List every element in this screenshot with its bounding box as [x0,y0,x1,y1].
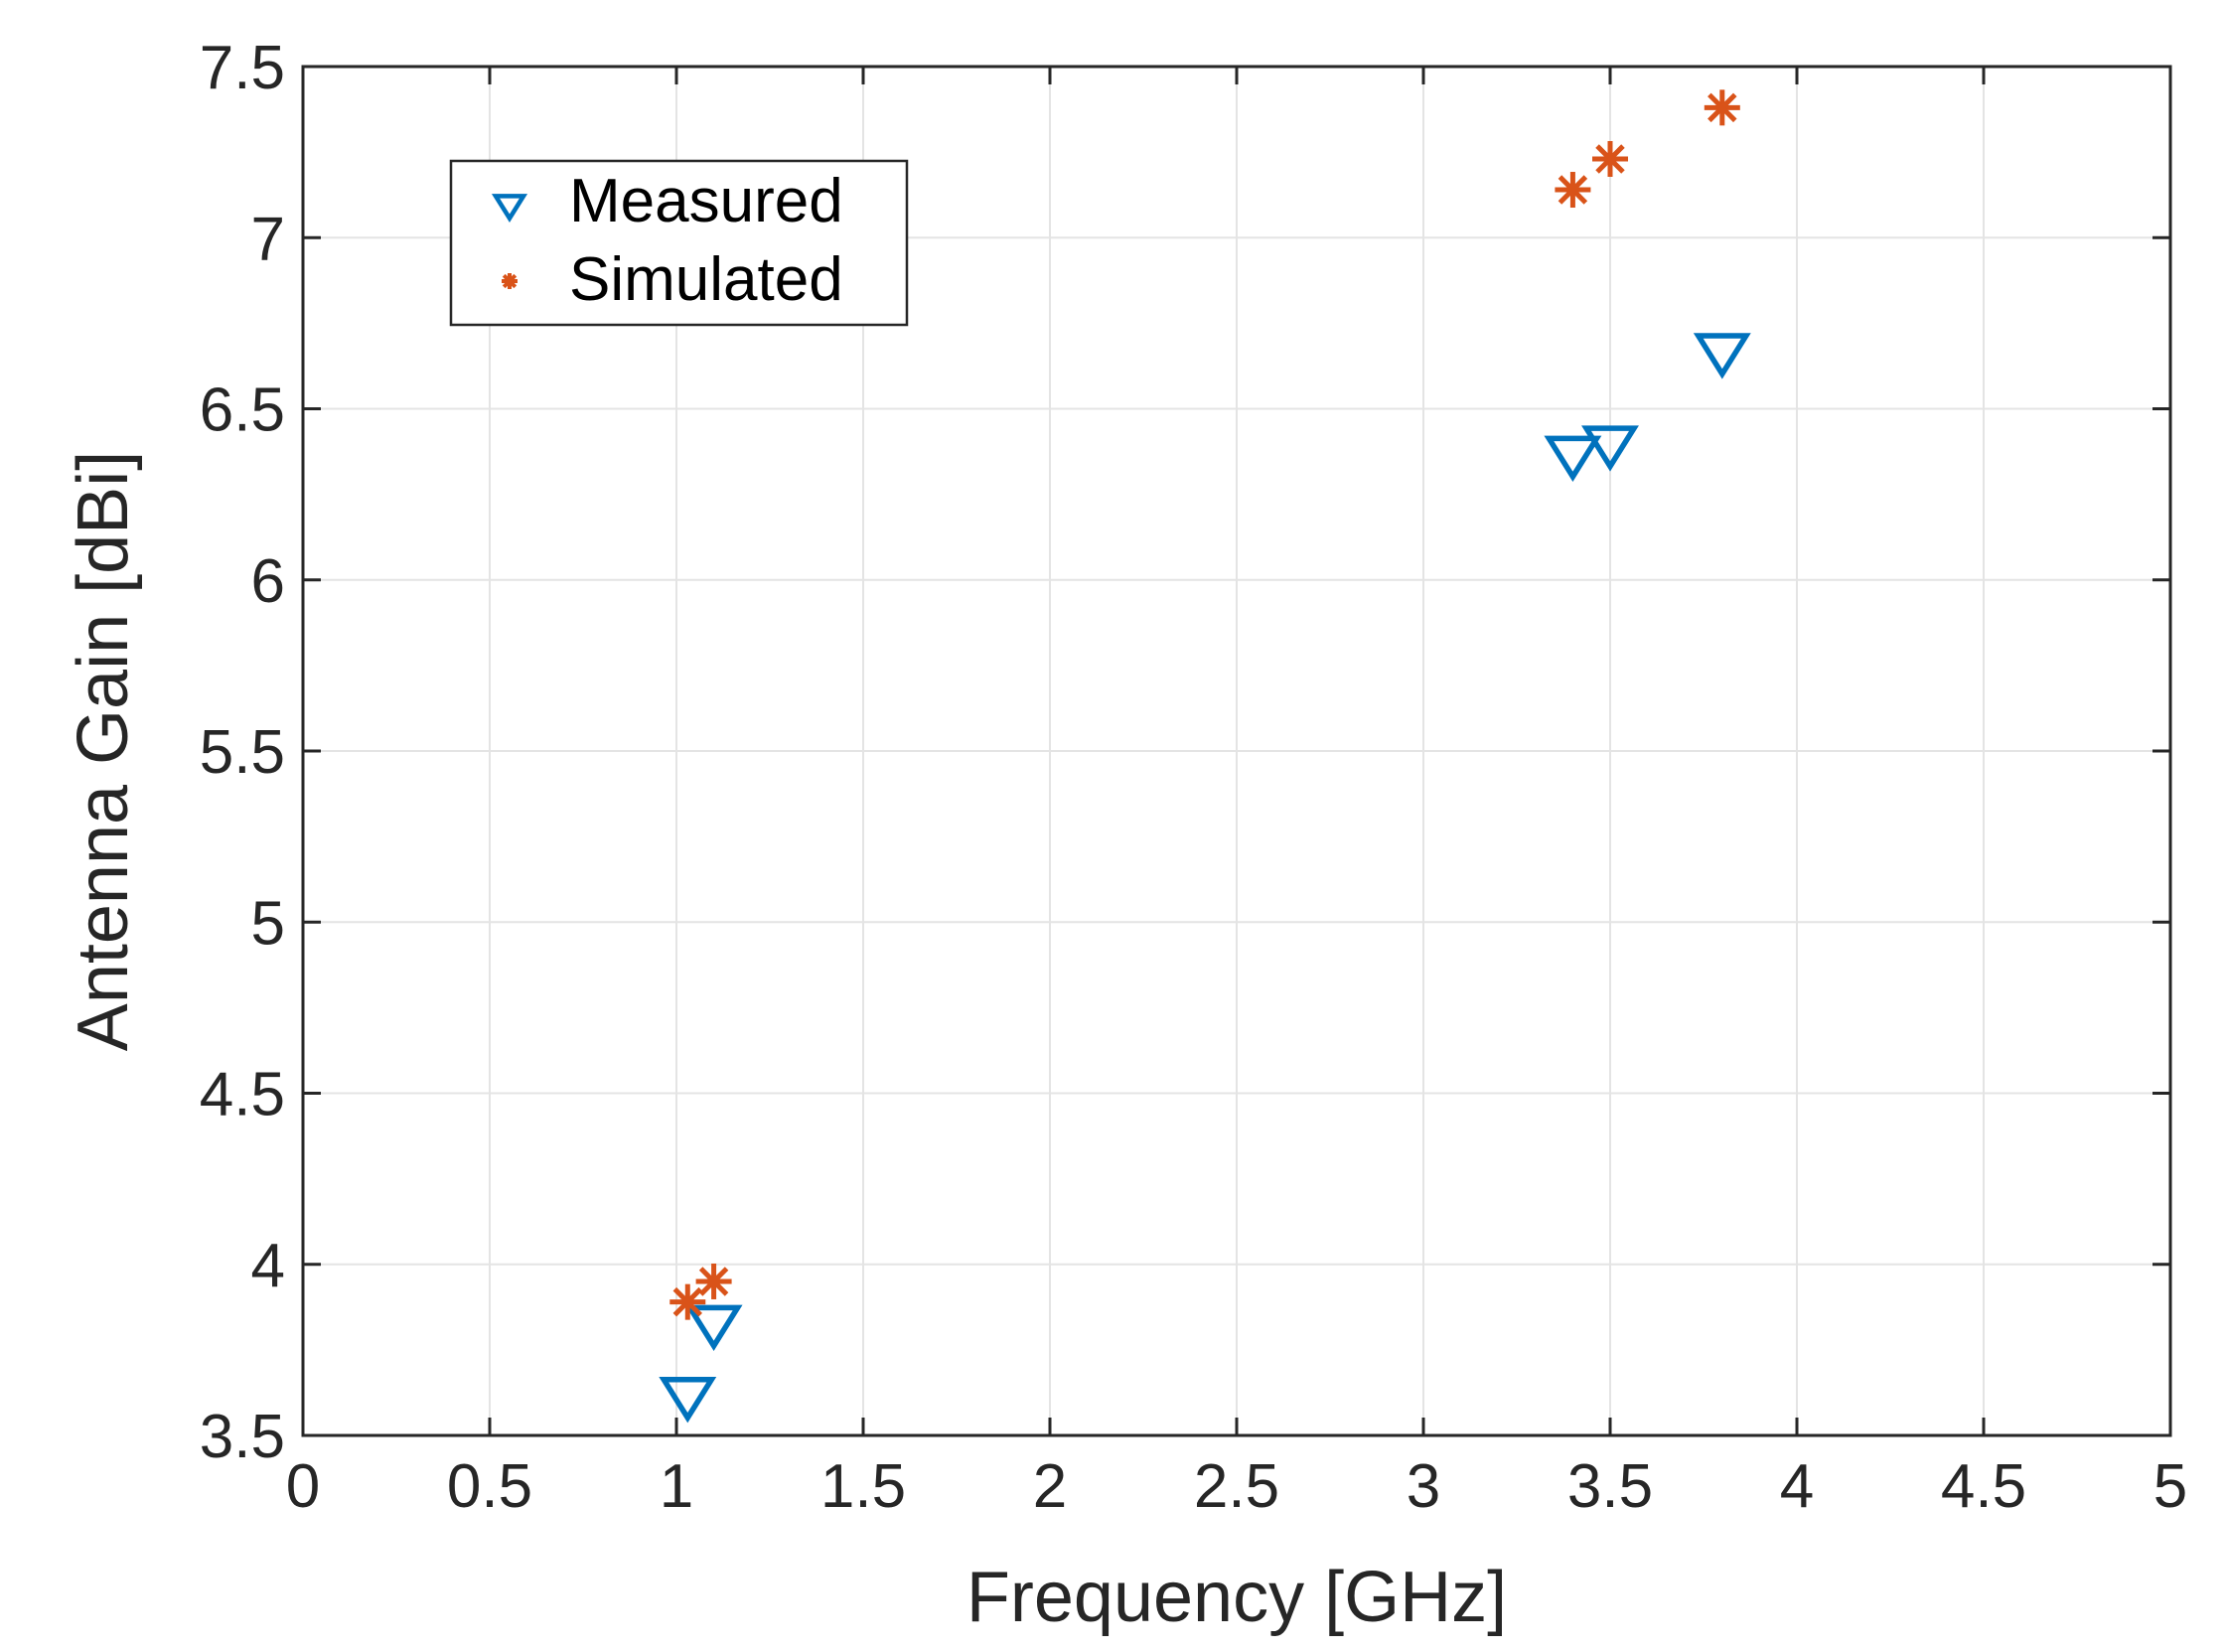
x-tick-label: 0.5 [447,1452,532,1521]
y-tick-label: 6.5 [200,376,285,445]
y-tick-label: 5 [251,889,285,958]
measured-point [1693,333,1751,379]
y-tick-label: 4.5 [200,1061,285,1129]
simulated-point [1592,141,1628,178]
x-axis-label: Frequency [GHz] [966,1558,1507,1637]
x-tick-label: 2 [1033,1452,1067,1521]
x-tick-label: 0 [286,1452,320,1521]
y-tick-label: 4 [251,1232,285,1300]
simulated-point [669,1283,706,1320]
simulated-point [1704,89,1740,126]
x-tick-label: 3.5 [1567,1452,1653,1521]
x-tick-label: 1 [660,1452,693,1521]
legend-triangle-icon [491,194,528,223]
measured-point [1581,425,1639,472]
y-tick-label: 5.5 [200,718,285,787]
legend: Measured Simulated [449,159,909,327]
x-tick-label: 2.5 [1194,1452,1279,1521]
x-tick-label: 4.5 [1941,1452,2026,1521]
y-tick-label: 3.5 [200,1403,285,1471]
simulated-point [1555,172,1591,209]
legend-label-measured: Measured [569,167,843,235]
y-tick-label: 6 [251,547,285,616]
legend-marker-measured [491,194,528,223]
y-tick-label: 7.5 [200,34,285,102]
x-tick-label: 3 [1407,1452,1440,1521]
legend-marker-simulated [502,273,518,289]
legend-label-simulated: Simulated [569,245,843,314]
y-axis-label: Antenna Gain [dBi] [64,451,143,1051]
data-markers [659,89,1751,1424]
measured-point [1544,435,1602,482]
simulated-point [695,1263,732,1299]
x-tick-label: 1.5 [820,1452,906,1521]
measured-point [684,1304,743,1352]
x-tick-labels: 0 0.5 1 1.5 2 2.5 3 3.5 4 4.5 5 [286,1452,2187,1521]
axis-ticks [301,65,2172,1437]
legend-box [449,159,909,327]
x-tick-label: 4 [1780,1452,1814,1521]
legend-asterisk-icon [502,273,518,289]
x-tick-label: 5 [2153,1452,2187,1521]
measured-point [659,1377,717,1424]
y-tick-labels: 3.5 4 4.5 5 5.5 6 6.5 7 7.5 [200,34,285,1471]
y-tick-label: 7 [251,205,285,273]
